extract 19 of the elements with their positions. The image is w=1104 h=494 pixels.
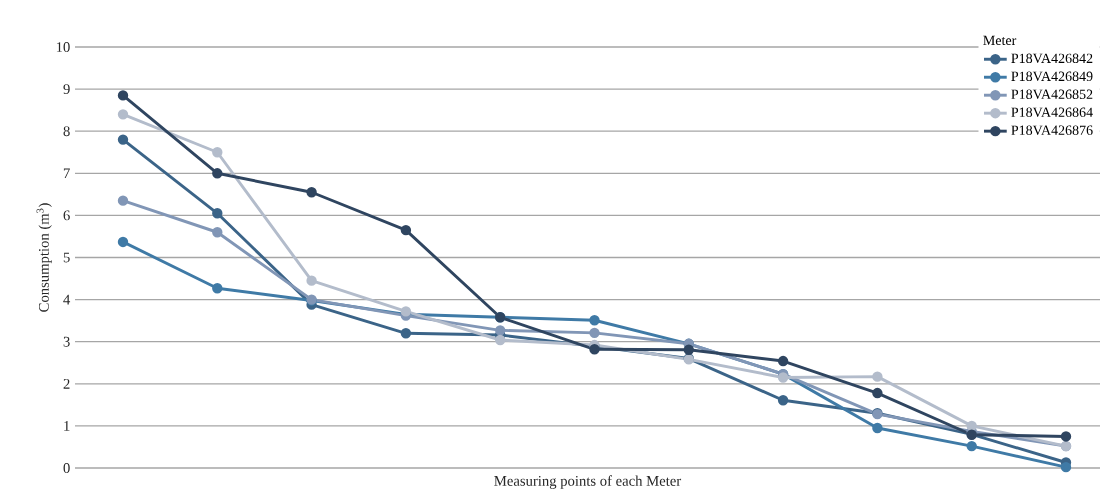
y-tick-label: 6 bbox=[63, 210, 70, 221]
legend-label: P18VA426876 bbox=[1011, 125, 1093, 136]
y-tick-label: 10 bbox=[56, 42, 70, 52]
x-axis-title: Measuring points of each Meter bbox=[494, 475, 682, 489]
y-tick-label: 1 bbox=[64, 421, 70, 431]
legend-title: Meter bbox=[983, 35, 1017, 46]
legend-label: P18VA426842 bbox=[1011, 53, 1093, 64]
y-tick-label: 8 bbox=[63, 126, 70, 137]
y-tick-label: 2 bbox=[63, 378, 70, 389]
y-axis-title: Consumption (m$^{3}$) bbox=[36, 203, 52, 312]
y-tick-label: 3 bbox=[63, 336, 70, 347]
legend-label: P18VA426864 bbox=[1011, 107, 1093, 118]
y-tick-label: 0 bbox=[63, 463, 70, 473]
legend-label: P18VA426849 bbox=[1011, 71, 1093, 82]
legend-label: P18VA426852 bbox=[1011, 89, 1093, 100]
y-tick-label: 7 bbox=[63, 168, 70, 179]
y-tick-label: 9 bbox=[63, 84, 70, 95]
y-tick-label: 5 bbox=[63, 252, 70, 263]
y-tick-label: 4 bbox=[63, 294, 71, 305]
